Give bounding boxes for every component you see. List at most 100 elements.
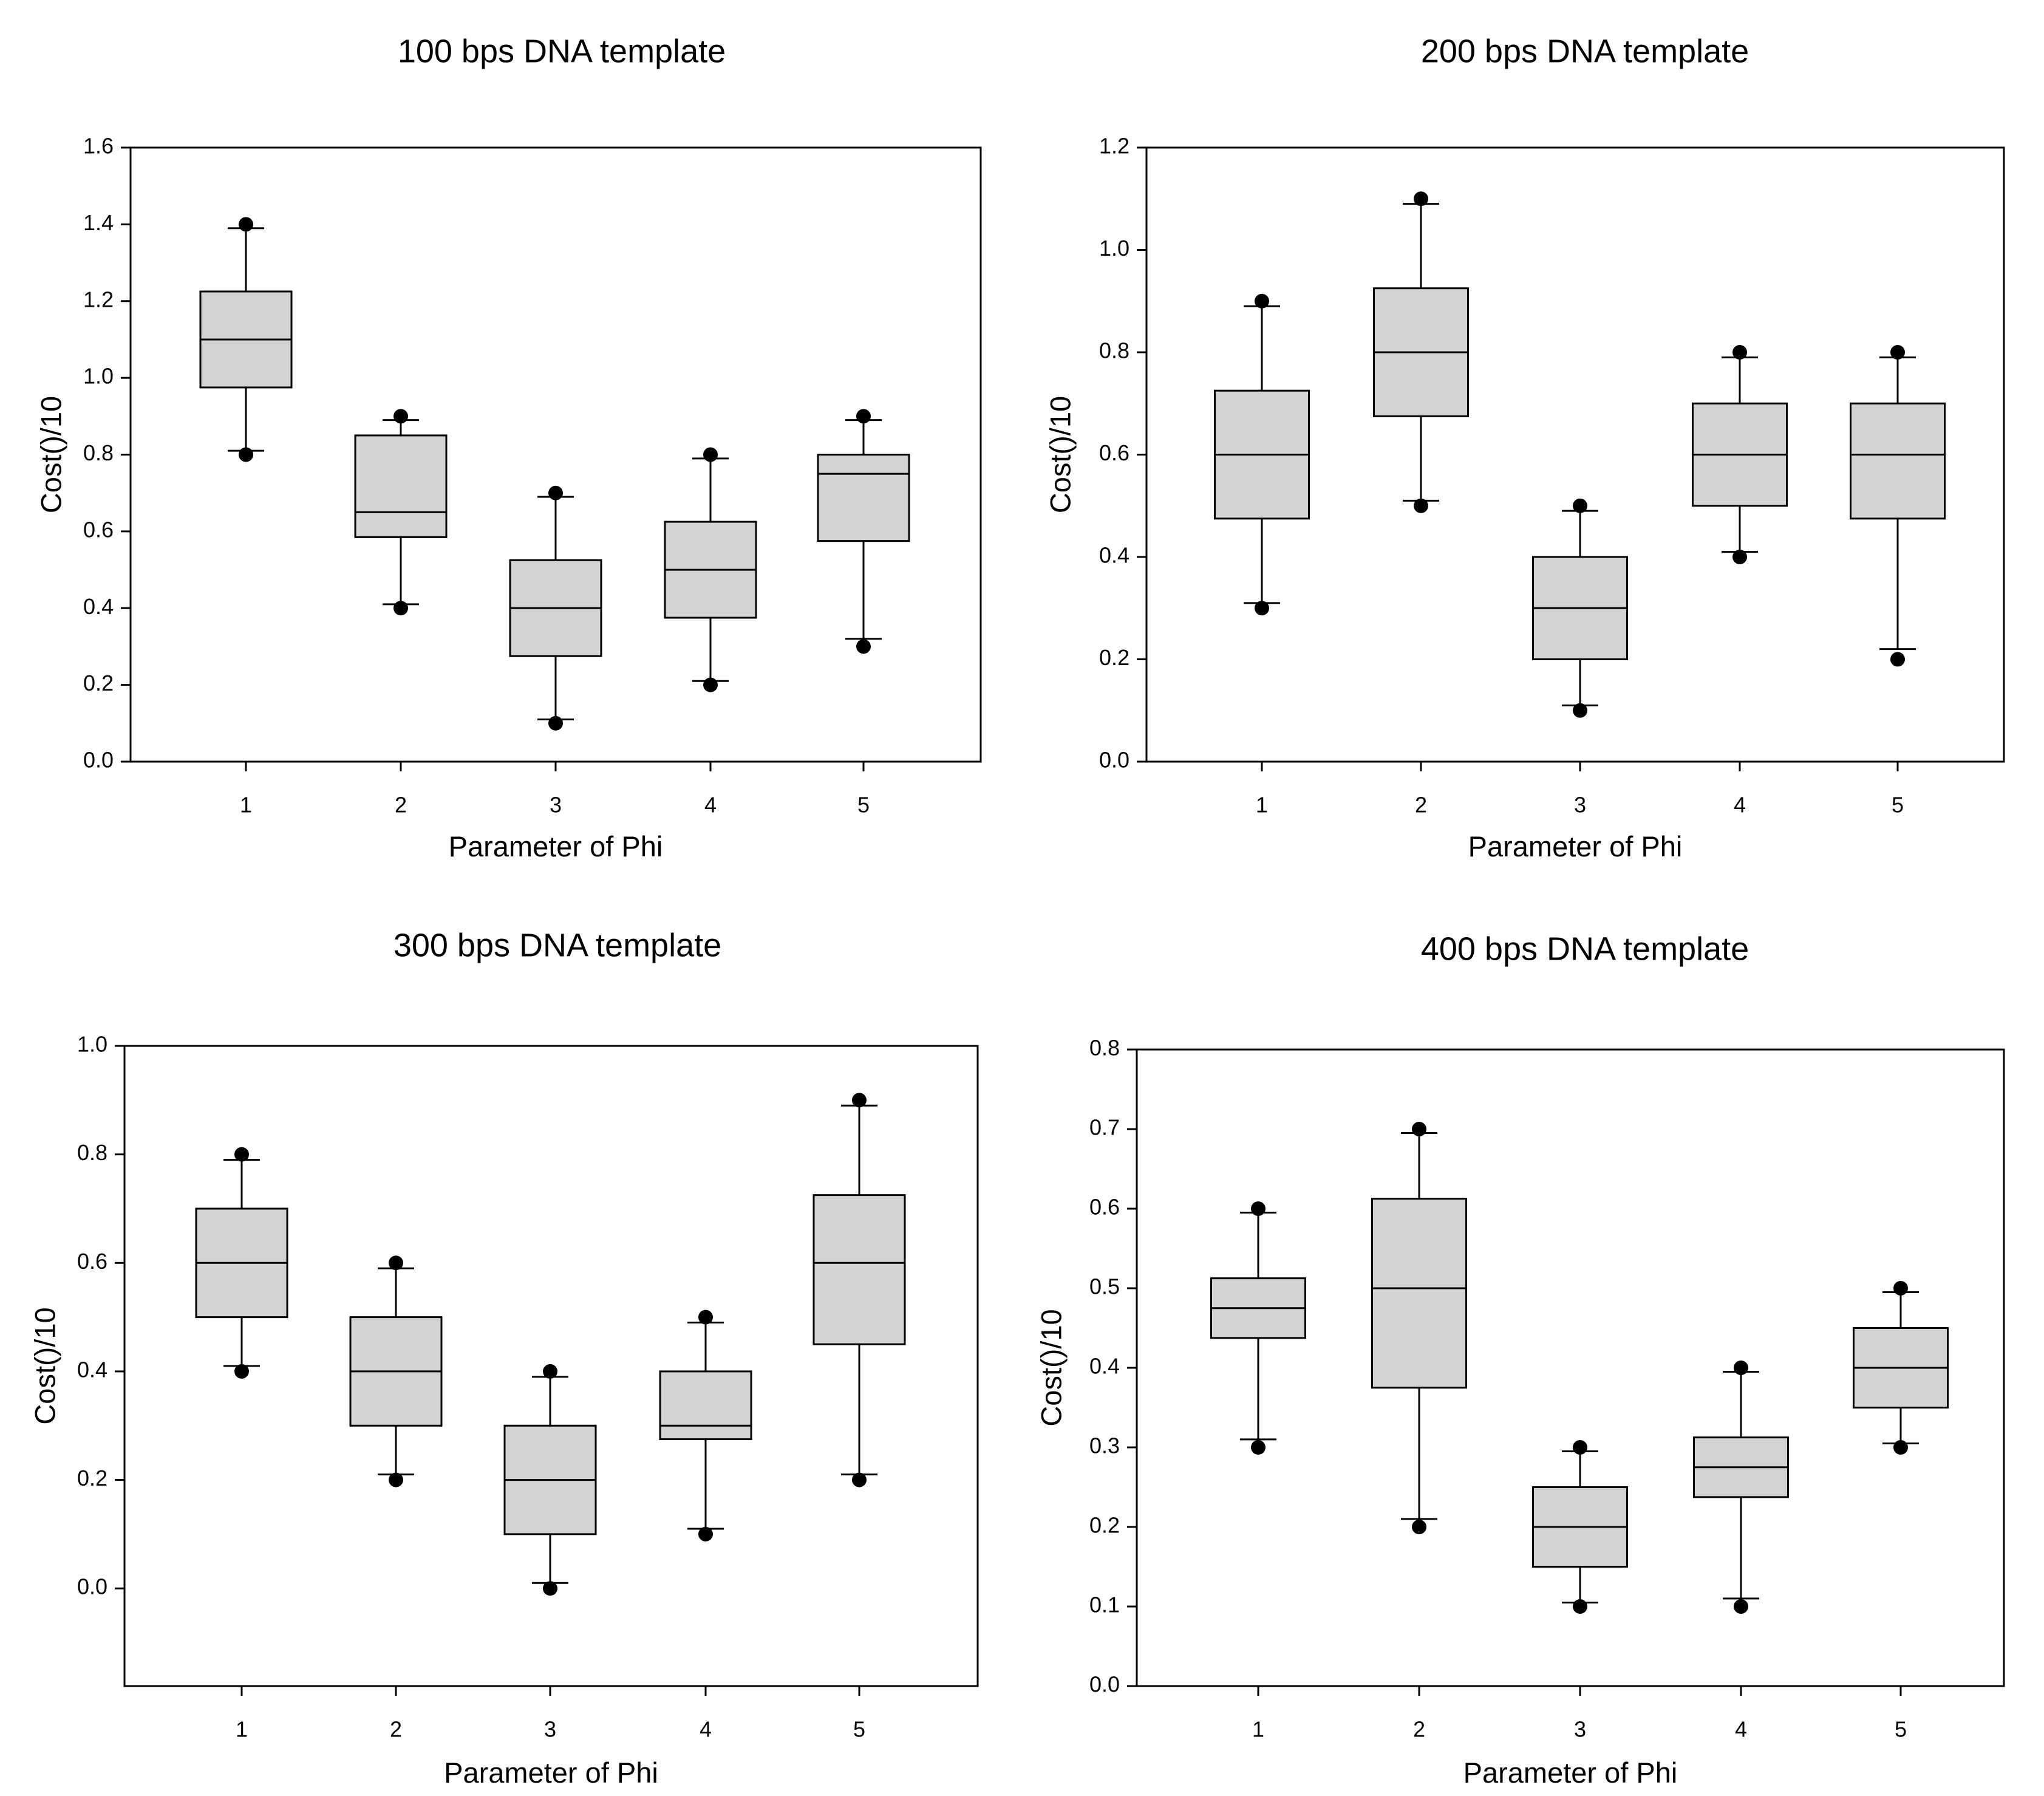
outlier-point: [393, 601, 408, 616]
box-category-1: [1214, 293, 1310, 616]
y-tick-label: 0.0: [1089, 1672, 1120, 1697]
box-category-5: [817, 409, 910, 654]
x-tick-label: 2: [395, 793, 407, 818]
outlier-point: [548, 485, 563, 500]
y-tick-label: 0.7: [1089, 1115, 1120, 1140]
y-tick-label: 0.2: [83, 671, 114, 695]
chart-panel-2: 200 bps DNA template 0.0 0.2 0.4 0.6 0.8 1.0 1.…: [1044, 33, 2005, 862]
x-tick-label: 4: [700, 1717, 712, 1742]
x-tick-label: 5: [1892, 793, 1904, 818]
outlier-point: [856, 409, 871, 424]
y-tick-label: 0.2: [1099, 645, 1129, 670]
box-category-4: [1692, 345, 1788, 564]
y-tick-label: 0.4: [1089, 1354, 1120, 1379]
y-tick-label: 1.0: [1099, 236, 1129, 261]
box: [812, 1194, 906, 1345]
y-tick-label: 1.0: [77, 1032, 107, 1057]
box-category-1: [1210, 1201, 1306, 1455]
y-tick-label: 0.8: [83, 440, 114, 465]
chart-panel-1: 100 bps DNA template 0.0 0.2 0.4 0.6 0.8 1.0 1.…: [35, 33, 982, 862]
outlier-point: [856, 639, 871, 654]
outlier-point: [543, 1364, 557, 1379]
outlier-point: [1251, 1201, 1266, 1216]
x-tick-label: 5: [857, 793, 870, 818]
box-category-5: [812, 1093, 906, 1487]
outlier-point: [1573, 1599, 1587, 1614]
x-tick-label: 1: [240, 793, 252, 818]
outlier-point: [1414, 498, 1428, 513]
y-tick-label: 0.2: [1089, 1513, 1120, 1538]
x-axis-label: Parameter of Phi: [1468, 830, 1683, 862]
x-tick-label: 3: [544, 1717, 556, 1742]
outlier-point: [1890, 652, 1905, 667]
chart-title: 400 bps DNA template: [1421, 930, 1749, 967]
box-category-1: [199, 217, 293, 462]
outlier-point: [543, 1581, 557, 1596]
x-tick-label: 4: [1734, 793, 1746, 818]
box-category-2: [354, 409, 448, 616]
x-tick-label: 3: [1574, 793, 1586, 818]
outlier-point: [239, 447, 253, 462]
x-tick-label: 3: [550, 793, 562, 818]
y-tick-label: 1.2: [83, 287, 114, 312]
outlier-point: [1732, 345, 1747, 360]
box-category-3: [1532, 498, 1628, 718]
outlier-point: [1734, 1361, 1748, 1375]
outlier-point: [548, 715, 563, 731]
box: [354, 434, 448, 538]
y-axis-label: Cost()/10: [29, 1307, 61, 1424]
box-category-3: [1532, 1440, 1628, 1614]
y-tick-label: 0.5: [1089, 1274, 1120, 1299]
y-tick-label: 0.2: [77, 1466, 107, 1490]
outlier-point: [1412, 1122, 1426, 1136]
outlier-point: [1732, 550, 1747, 564]
y-tick-label: 0.0: [1099, 748, 1129, 773]
outlier-point: [698, 1309, 713, 1325]
box-category-4: [1693, 1361, 1789, 1614]
box-category-2: [349, 1255, 443, 1487]
x-tick-label: 1: [1256, 793, 1268, 818]
box-category-1: [195, 1147, 288, 1379]
chart-panel-4: 400 bps DNA template 0.0 0.1 0.2 0.3 0.4 0.5 0.…: [1035, 930, 2005, 1789]
box-category-2: [1371, 1122, 1467, 1534]
x-axis-label: Parameter of Phi: [449, 830, 663, 862]
y-tick-label: 1.0: [83, 364, 114, 389]
y-tick-label: 0.3: [1089, 1433, 1120, 1458]
y-tick-label: 0.6: [1089, 1195, 1120, 1220]
x-tick-label: 5: [1895, 1717, 1907, 1742]
y-axis-label: Cost()/10: [35, 396, 67, 513]
x-tick-label: 4: [1735, 1717, 1747, 1742]
outlier-point: [1734, 1599, 1748, 1614]
outlier-point: [1251, 1440, 1266, 1455]
outlier-point: [1573, 703, 1587, 718]
x-tick-label: 2: [1415, 793, 1427, 818]
outlier-point: [1412, 1520, 1426, 1534]
y-tick-label: 1.4: [83, 210, 114, 235]
outlier-point: [239, 217, 253, 232]
box-category-3: [509, 485, 602, 731]
outlier-point: [1255, 293, 1269, 309]
y-tick-label: 0.8: [1099, 338, 1129, 363]
outlier-point: [852, 1472, 867, 1487]
y-tick-label: 0.1: [1089, 1593, 1120, 1617]
outlier-point: [1893, 1281, 1908, 1296]
outlier-point: [1893, 1440, 1908, 1455]
outlier-point: [698, 1526, 713, 1542]
outlier-point: [1573, 498, 1587, 513]
box-category-4: [659, 1309, 752, 1542]
outlier-point: [1573, 1440, 1587, 1455]
box-category-4: [664, 447, 757, 692]
y-tick-label: 1.2: [1099, 134, 1129, 159]
y-axis-label: Cost()/10: [1035, 1309, 1067, 1426]
chart-panel-3: 300 bps DNA template 0.0 0.2 0.4 0.6 0.8 1.0 1 2…: [29, 927, 979, 1789]
x-tick-label: 2: [1413, 1717, 1425, 1742]
x-tick-label: 3: [1574, 1717, 1586, 1742]
x-tick-label: 1: [236, 1717, 248, 1742]
y-tick-label: 0.6: [77, 1249, 107, 1274]
y-tick-label: 0.0: [77, 1574, 107, 1599]
y-tick-label: 0.0: [83, 748, 114, 773]
y-axis-label: Cost()/10: [1044, 396, 1076, 513]
x-tick-label: 5: [853, 1717, 865, 1742]
outlier-point: [389, 1472, 403, 1487]
